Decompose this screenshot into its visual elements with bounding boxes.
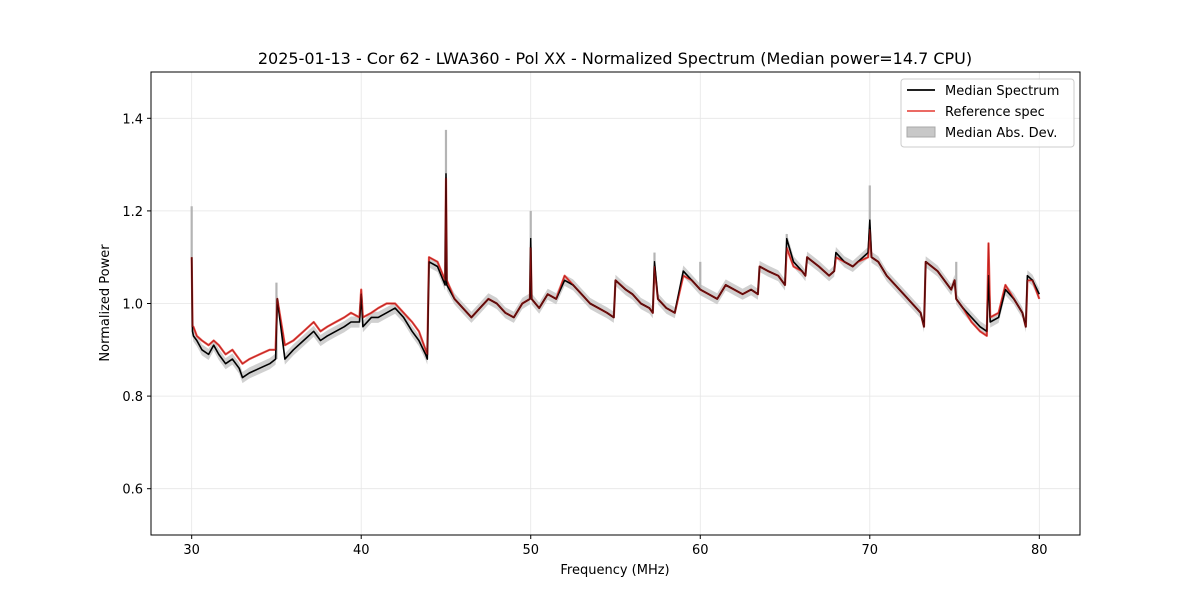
x-tick-label-1: 40 [353, 543, 370, 558]
legend-frame [900, 78, 1075, 148]
x-tick-label-0: 30 [183, 543, 200, 558]
x-tick-label-2: 50 [522, 543, 539, 558]
mad-band-group [191, 168, 1040, 384]
x-axis-label: Frequency (MHz) [560, 563, 669, 578]
chart-title: 2025-01-13 - Cor 62 - LWA360 - Pol XX - … [258, 49, 972, 68]
y-tick-label-0: 0.6 [122, 483, 143, 498]
y-tick-label-4: 1.4 [122, 112, 143, 127]
legend-median-label: Median Spectrum [945, 84, 1059, 99]
y-axis-ticks: 0.6 0.8 1.0 1.2 1.4 [122, 112, 151, 498]
x-tick-label-5: 80 [1031, 543, 1048, 558]
reference-spectrum-overlay [191, 178, 1040, 365]
legend-mad-swatch [906, 126, 936, 138]
x-tick-label-4: 70 [862, 543, 879, 558]
legend-mad-label: Median Abs. Dev. [945, 126, 1057, 141]
y-tick-label-3: 1.2 [122, 205, 143, 220]
series-group [190, 173, 1041, 379]
mad-band [191, 168, 1040, 384]
x-axis-ticks: 30 40 50 60 70 80 [183, 535, 1048, 558]
y-tick-label-2: 1.0 [122, 298, 143, 313]
legend: Median Spectrum Reference spec Median Ab… [900, 78, 1075, 148]
x-tick-label-3: 60 [692, 543, 709, 558]
y-tick-label-1: 0.8 [122, 390, 143, 405]
y-axis-label: Normalized Power [98, 244, 113, 362]
legend-reference-label: Reference spec [945, 105, 1045, 120]
